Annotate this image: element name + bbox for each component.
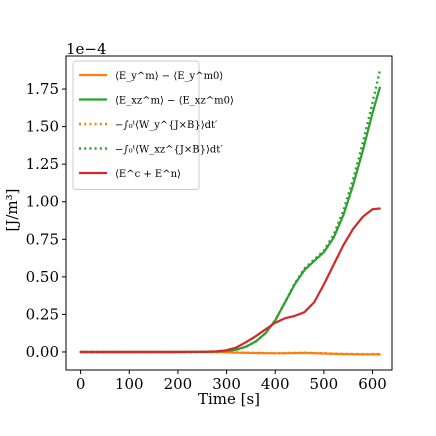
y-tick-label: 0.75 [26, 230, 59, 248]
x-tick-label: 400 [261, 375, 290, 393]
legend-label: ⟨E_y^m⟩ − ⟨E_y^m0⟩ [115, 71, 223, 82]
y-tick-label: 1.50 [26, 118, 59, 136]
y-tick-label: 0.25 [26, 305, 59, 323]
y-tick-label: 0.00 [26, 343, 59, 361]
x-tick-label: 600 [358, 375, 387, 393]
legend-label: −∫₀ᵗ⟨W_xz^{J×B}⟩dt′ [115, 145, 223, 156]
x-axis: 0 100 200 300 400 500 600 [76, 370, 387, 393]
y-tick-label: 1.00 [26, 193, 59, 211]
x-axis-label: Time [s] [198, 390, 260, 408]
legend-frame [72, 60, 200, 190]
y-tick-label: 1.25 [26, 155, 59, 173]
y-axis: 0.00 0.25 0.50 0.75 1.00 1.25 1.50 1.75 [26, 80, 66, 361]
legend-label: −∫₀ᵗ⟨W_y^{J×B}⟩dt′ [115, 120, 218, 131]
series-line-4 [79, 207, 381, 354]
legend-label: ⟨E^c + E^n⟩ [115, 169, 181, 180]
y-tick-label: 0.50 [26, 268, 59, 286]
series-layer [79, 70, 381, 356]
y-tick-label: 1.75 [26, 80, 59, 98]
y-offset-label: 1e−4 [66, 40, 107, 58]
y-axis-label: [J/m³] [3, 188, 21, 231]
x-tick-label: 200 [164, 375, 193, 393]
legend-label: ⟨E_xz^m⟩ − ⟨E_xz^m0⟩ [115, 96, 234, 107]
x-tick-label: 300 [212, 375, 241, 393]
x-tick-label: 100 [115, 375, 144, 393]
x-tick-label: 0 [76, 375, 86, 393]
x-tick-label: 500 [310, 375, 339, 393]
legend: ⟨E_y^m⟩ − ⟨E_y^m0⟩ ⟨E_xz^m⟩ − ⟨E_xz^m0⟩ −∫… [72, 60, 234, 190]
